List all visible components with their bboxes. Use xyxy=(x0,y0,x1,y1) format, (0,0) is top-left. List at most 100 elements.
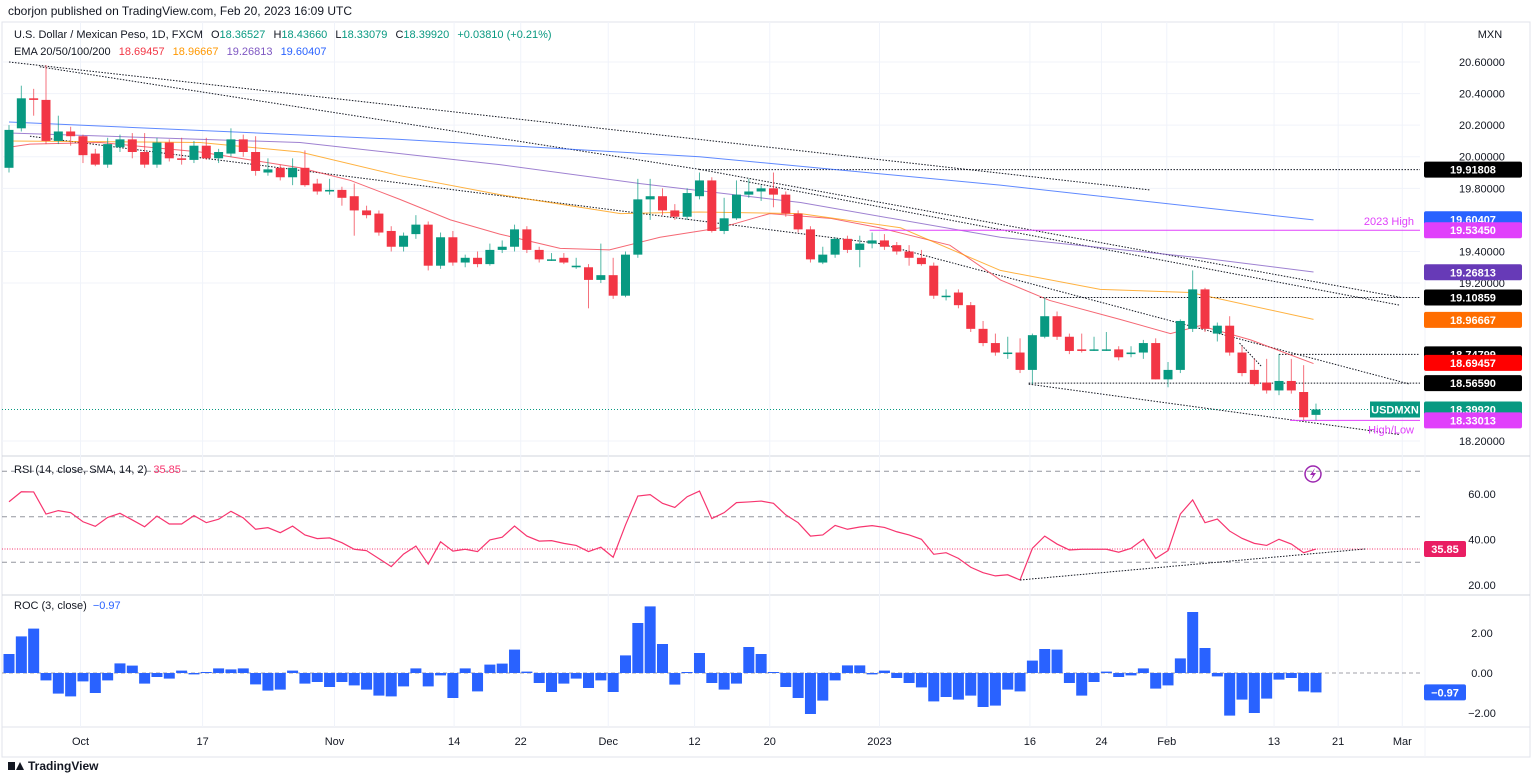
candle[interactable] xyxy=(29,88,39,116)
candle[interactable] xyxy=(904,245,914,266)
candle[interactable] xyxy=(1089,336,1099,351)
candle[interactable] xyxy=(916,249,926,266)
ema-title[interactable]: EMA 20/50/100/200 xyxy=(14,46,111,58)
candle[interactable] xyxy=(978,320,988,347)
candle[interactable] xyxy=(411,215,421,239)
candle[interactable] xyxy=(1249,358,1259,386)
candle[interactable] xyxy=(4,125,14,173)
candle[interactable] xyxy=(621,251,630,298)
candle[interactable] xyxy=(559,253,569,265)
candle[interactable] xyxy=(645,178,655,220)
candle[interactable] xyxy=(842,235,852,254)
candle[interactable] xyxy=(719,197,729,235)
candle[interactable] xyxy=(201,137,211,160)
rsi-title[interactable]: RSI (14, close, SMA, 14, 2) xyxy=(14,464,148,476)
candle[interactable] xyxy=(497,240,507,254)
candle[interactable] xyxy=(103,137,113,168)
trendline[interactable] xyxy=(1239,342,1263,368)
candle[interactable] xyxy=(41,65,51,145)
candle[interactable] xyxy=(423,221,433,271)
candle[interactable] xyxy=(1151,338,1161,380)
candle[interactable] xyxy=(1126,346,1136,358)
candle[interactable] xyxy=(571,257,581,269)
tradingview-logo[interactable]: TradingView xyxy=(8,759,98,773)
candle[interactable] xyxy=(855,235,865,268)
candle[interactable] xyxy=(78,134,88,164)
candle[interactable] xyxy=(349,183,359,236)
candle[interactable] xyxy=(448,230,458,266)
candle[interactable] xyxy=(374,210,384,236)
candle[interactable] xyxy=(1027,333,1037,385)
rsi-trendline[interactable] xyxy=(1020,548,1366,581)
roc-title[interactable]: ROC (3, close) xyxy=(14,600,87,612)
candle[interactable] xyxy=(1040,297,1050,339)
candle[interactable] xyxy=(1188,270,1198,333)
symbol-title[interactable]: U.S. Dollar / Mexican Peso, 1D, FXCM xyxy=(14,29,203,41)
trendline[interactable] xyxy=(740,179,1400,306)
candle[interactable] xyxy=(682,188,692,220)
candle[interactable] xyxy=(1114,346,1124,361)
candle[interactable] xyxy=(127,133,137,159)
candle[interactable] xyxy=(744,178,754,198)
candle[interactable] xyxy=(436,232,446,269)
candle[interactable] xyxy=(1077,333,1087,353)
candle[interactable] xyxy=(657,188,667,216)
candle[interactable] xyxy=(966,302,976,333)
candle[interactable] xyxy=(867,232,877,249)
candle[interactable] xyxy=(879,234,889,250)
candle[interactable] xyxy=(115,134,125,153)
candle[interactable] xyxy=(66,126,76,146)
candle[interactable] xyxy=(362,205,372,219)
candle[interactable] xyxy=(707,177,717,233)
candle[interactable] xyxy=(1299,365,1309,421)
candle[interactable] xyxy=(473,251,483,268)
candle[interactable] xyxy=(534,246,544,263)
candle[interactable] xyxy=(990,333,1000,356)
candle[interactable] xyxy=(189,140,199,164)
candle[interactable] xyxy=(386,226,396,252)
candle[interactable] xyxy=(929,262,939,299)
candle[interactable] xyxy=(830,237,840,258)
candle[interactable] xyxy=(140,133,150,168)
candle[interactable] xyxy=(214,148,224,164)
candle[interactable] xyxy=(226,128,236,157)
candle[interactable] xyxy=(522,226,532,254)
candle[interactable] xyxy=(1212,322,1222,342)
candle[interactable] xyxy=(152,137,162,168)
candle[interactable] xyxy=(1225,316,1235,356)
candle[interactable] xyxy=(1274,354,1284,396)
trendline[interactable] xyxy=(39,66,700,170)
candle[interactable] xyxy=(288,158,298,186)
candle[interactable] xyxy=(177,137,187,165)
candle[interactable] xyxy=(892,242,902,255)
candle[interactable] xyxy=(164,139,174,162)
candle[interactable] xyxy=(251,136,261,176)
candle[interactable] xyxy=(1175,319,1185,374)
candle[interactable] xyxy=(941,289,951,301)
candle[interactable] xyxy=(90,148,100,167)
candle[interactable] xyxy=(731,180,741,220)
candle[interactable] xyxy=(300,150,310,187)
trendline[interactable] xyxy=(879,243,1410,385)
candle[interactable] xyxy=(1101,332,1111,351)
candle[interactable] xyxy=(53,115,63,145)
candle[interactable] xyxy=(953,289,963,309)
candle[interactable] xyxy=(596,243,606,284)
candle[interactable] xyxy=(325,178,335,195)
candle[interactable] xyxy=(399,232,409,252)
trendline[interactable] xyxy=(8,61,1150,191)
candle[interactable] xyxy=(1237,346,1247,377)
candle[interactable] xyxy=(312,178,322,195)
candle[interactable] xyxy=(781,191,791,217)
candle[interactable] xyxy=(547,253,557,261)
candle[interactable] xyxy=(756,185,766,201)
candle[interactable] xyxy=(1015,338,1025,374)
candle[interactable] xyxy=(16,85,26,132)
candle[interactable] xyxy=(1052,311,1062,340)
candle[interactable] xyxy=(1262,358,1272,394)
candle[interactable] xyxy=(818,246,828,265)
candle[interactable] xyxy=(510,224,520,252)
candle[interactable] xyxy=(768,172,778,208)
candle[interactable] xyxy=(1163,362,1173,388)
